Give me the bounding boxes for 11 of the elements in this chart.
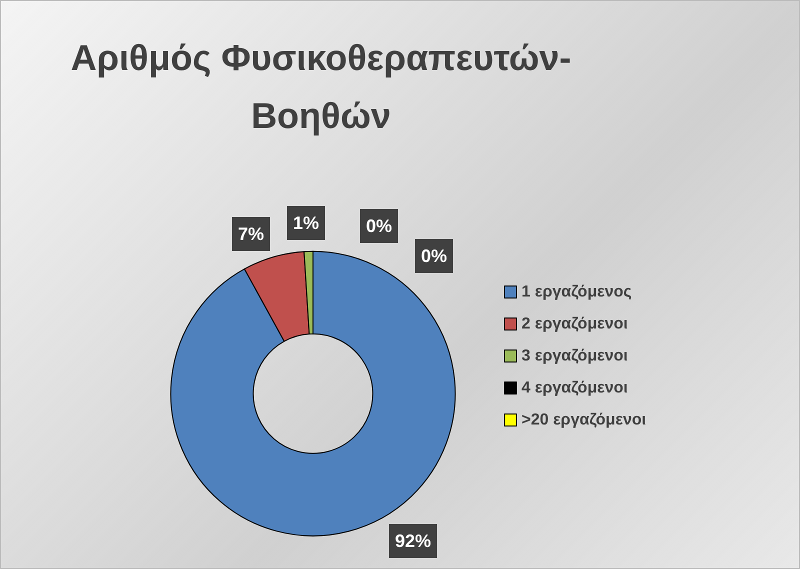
data-label: 1% (292, 213, 320, 233)
data-label: 92% (394, 531, 432, 551)
data-label: 7% (238, 224, 264, 244)
legend-label: 1 εργαζόμενος (522, 284, 632, 300)
text: 0% (366, 216, 392, 236)
chart-title: Αριθμός Φυσικοθεραπευτών-Βοηθών (70, 36, 572, 138)
legend-label: 2 εργαζόμενοι (522, 316, 628, 332)
legend-label: >20 εργαζόμενοι (522, 412, 646, 428)
text: 0% (420, 246, 448, 266)
legend-label: 3 εργαζόμενοι (522, 348, 628, 364)
legend-label: 4 εργαζόμενοι (522, 380, 628, 396)
